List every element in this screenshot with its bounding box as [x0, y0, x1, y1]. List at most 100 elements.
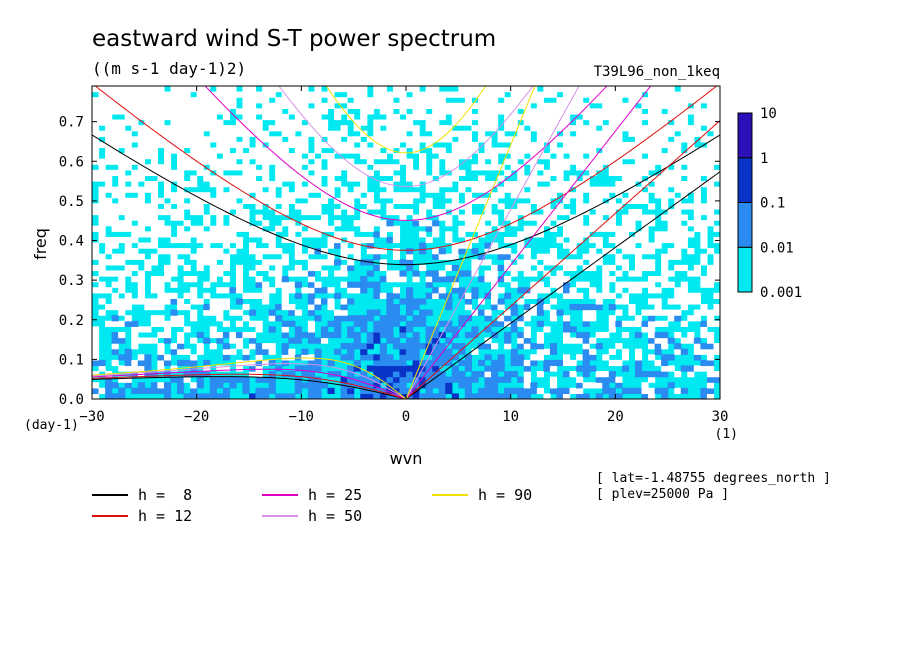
heatmap-cell [706, 197, 715, 204]
heatmap-cell [157, 130, 165, 137]
heatmap-cell [464, 208, 473, 216]
heatmap-cell [634, 365, 643, 372]
heatmap-cell [693, 292, 701, 299]
heatmap-cell [242, 119, 250, 126]
heatmap-cell [641, 97, 649, 104]
heatmap-cell [530, 197, 538, 204]
heatmap-cell [648, 387, 656, 395]
heatmap-cell [471, 181, 479, 188]
heatmap-cell [477, 371, 486, 378]
heatmap-cell [517, 354, 525, 361]
heatmap-cell [288, 309, 296, 316]
heatmap-cell [209, 376, 217, 383]
heatmap-cell [425, 181, 433, 188]
heatmap-cell [360, 214, 368, 221]
heatmap-cell [563, 220, 571, 227]
heatmap-cell [667, 354, 675, 361]
heatmap-cell [680, 242, 688, 249]
heatmap-cell [340, 197, 348, 204]
heatmap-cell [301, 208, 309, 216]
heatmap-cell [641, 248, 649, 255]
heatmap-cell [615, 186, 623, 193]
heatmap-cell [235, 281, 244, 288]
heatmap-cell [222, 164, 230, 171]
heatmap-cell [667, 147, 675, 154]
heatmap-cell [445, 158, 453, 165]
heatmap-cell [661, 130, 669, 137]
heatmap-cell [530, 91, 538, 98]
heatmap-cell [621, 153, 630, 160]
heatmap-cell [137, 147, 145, 154]
heatmap-cell [576, 354, 584, 361]
heatmap-cell [713, 309, 720, 316]
heatmap-cell [399, 136, 407, 143]
heatmap-cell [497, 86, 505, 93]
heatmap-cell [249, 153, 257, 160]
heatmap-cell [235, 242, 244, 249]
heatmap-cell [347, 348, 355, 355]
heatmap-cell [353, 242, 361, 249]
heatmap-cell [602, 91, 610, 98]
heatmap-cell [183, 248, 191, 255]
heatmap-cell [235, 337, 244, 344]
heatmap-cell [569, 259, 577, 266]
heatmap-cell [222, 147, 230, 154]
heatmap-cell [615, 108, 623, 115]
heatmap-cell [268, 287, 276, 294]
heatmap-cell [170, 259, 178, 266]
heatmap-cell [320, 153, 329, 160]
heatmap-cell [379, 326, 387, 333]
heatmap-cell [706, 214, 715, 221]
heatmap-cell [608, 125, 616, 132]
heatmap-cell [275, 365, 283, 372]
heatmap-cell [419, 242, 427, 249]
heatmap-cell [464, 359, 473, 367]
heatmap-cell [98, 86, 106, 93]
heatmap-cell [641, 147, 649, 154]
heatmap-cell [334, 309, 342, 316]
heatmap-cell [262, 359, 270, 367]
heatmap-cell [608, 376, 616, 383]
heatmap-cell [536, 91, 544, 98]
heatmap-cell [563, 208, 571, 216]
heatmap-cell [451, 175, 459, 182]
heatmap-cell [661, 343, 669, 350]
heatmap-cell [412, 276, 420, 283]
heatmap-cell [661, 354, 669, 361]
heatmap-cell [582, 141, 590, 149]
heatmap-cell [680, 320, 688, 327]
heatmap-cell [216, 393, 224, 399]
heatmap-cell [438, 136, 446, 143]
heatmap-cell [510, 236, 518, 244]
heatmap-cell [667, 158, 675, 165]
heatmap-cell [458, 242, 466, 249]
heatmap-cell [111, 102, 119, 109]
heatmap-cell [301, 348, 309, 355]
heatmap-cell [700, 253, 708, 260]
heatmap-cell [294, 242, 302, 249]
heatmap-cell [648, 315, 656, 322]
heatmap-cell [471, 287, 479, 294]
heatmap-cell [412, 298, 420, 305]
heatmap-cell [131, 136, 139, 143]
heatmap-cell [392, 119, 401, 126]
heatmap-cell [556, 387, 564, 395]
heatmap-cell [340, 125, 348, 132]
x-tick-label: −20 [184, 409, 209, 425]
heatmap-cell [235, 331, 244, 339]
heatmap-cell [190, 119, 198, 126]
heatmap-cell [307, 108, 316, 115]
heatmap-cell [648, 259, 656, 266]
heatmap-cell [98, 175, 106, 182]
heatmap-cell [700, 208, 708, 216]
heatmap-cell [497, 248, 505, 255]
heatmap-cell [249, 175, 257, 182]
x-axis-label: wvn [390, 449, 423, 468]
heatmap-cell [425, 337, 433, 344]
heatmap-cell [366, 197, 374, 204]
heatmap-cell [360, 175, 368, 182]
heatmap-cell [582, 136, 590, 143]
heatmap-cell [654, 113, 662, 121]
heatmap-cell [432, 337, 440, 344]
y-axis-label: freq [31, 228, 50, 260]
